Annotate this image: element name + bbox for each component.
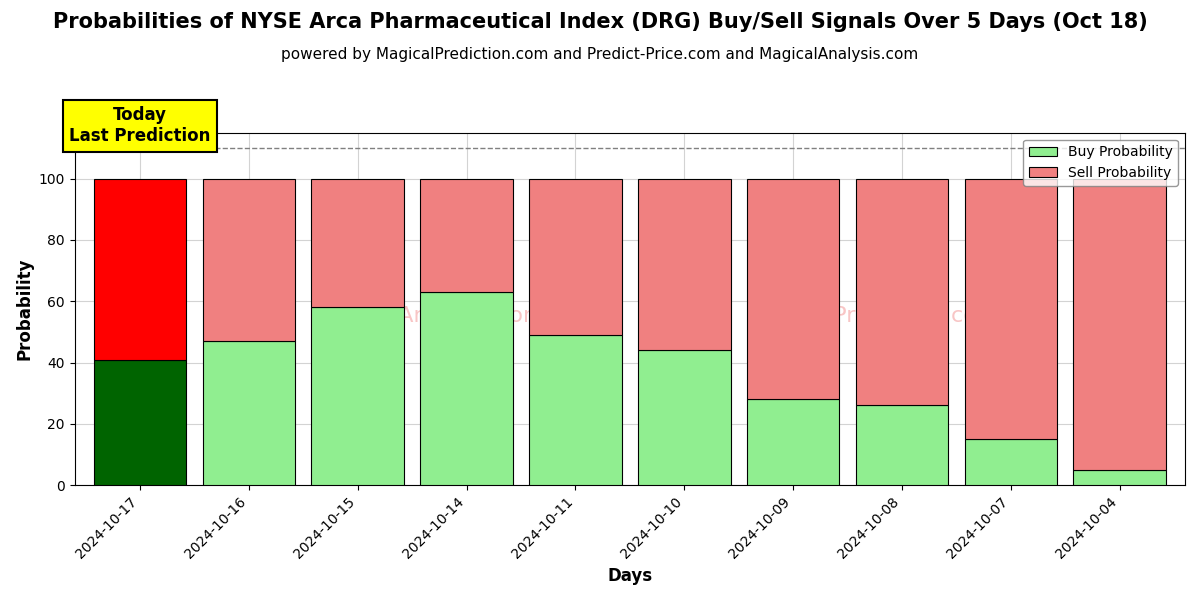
- Bar: [856, 179, 948, 406]
- X-axis label: Days: Days: [607, 567, 653, 585]
- Bar: [965, 179, 1057, 439]
- Bar: [312, 179, 404, 307]
- Bar: [746, 179, 839, 400]
- Bar: [203, 341, 295, 485]
- Bar: [638, 179, 731, 350]
- Bar: [746, 400, 839, 485]
- Bar: [420, 292, 512, 485]
- Bar: [529, 335, 622, 485]
- Text: Probabilities of NYSE Arca Pharmaceutical Index (DRG) Buy/Sell Signals Over 5 Da: Probabilities of NYSE Arca Pharmaceutica…: [53, 12, 1147, 32]
- Bar: [312, 307, 404, 485]
- Legend: Buy Probability, Sell Probability: Buy Probability, Sell Probability: [1024, 140, 1178, 186]
- Bar: [638, 350, 731, 485]
- Text: powered by MagicalPrediction.com and Predict-Price.com and MagicalAnalysis.com: powered by MagicalPrediction.com and Pre…: [281, 46, 919, 61]
- Bar: [529, 179, 622, 335]
- Text: MagicalPrediction.com: MagicalPrediction.com: [749, 306, 1000, 326]
- Bar: [1074, 179, 1166, 470]
- Bar: [94, 179, 186, 359]
- Text: Today
Last Prediction: Today Last Prediction: [70, 106, 211, 145]
- Text: MagicalAnalysis.com: MagicalAnalysis.com: [314, 306, 546, 326]
- Bar: [856, 406, 948, 485]
- Bar: [94, 359, 186, 485]
- Y-axis label: Probability: Probability: [16, 257, 34, 360]
- Bar: [203, 179, 295, 341]
- Bar: [420, 179, 512, 292]
- Bar: [1074, 470, 1166, 485]
- Bar: [965, 439, 1057, 485]
